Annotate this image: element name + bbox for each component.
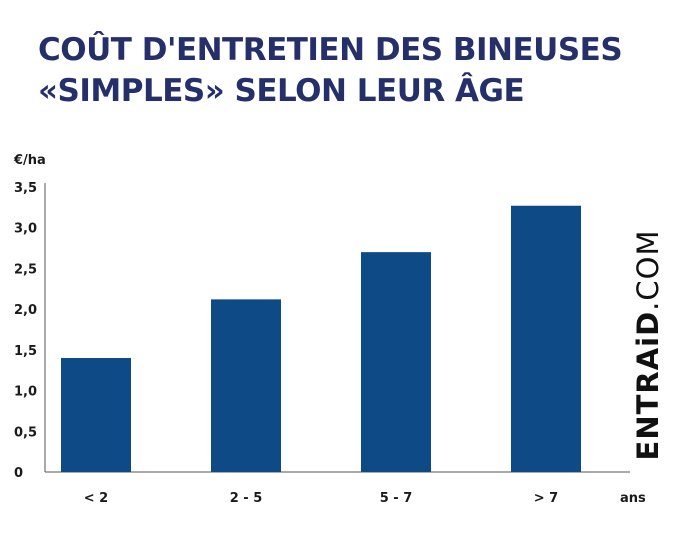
y-tick-label: 3,5: [14, 181, 37, 196]
x-tick-label: > 7: [534, 491, 558, 506]
chart-title-line-2: «SIMPLES» SELON LEUR ÂGE: [38, 73, 525, 109]
x-tick-label: < 2: [84, 491, 108, 506]
y-tick-label: 2,0: [14, 303, 37, 318]
y-tick-label: 1,5: [14, 344, 37, 359]
y-axis-unit-label: €/ha: [13, 153, 46, 168]
y-tick-label: 0,5: [14, 425, 37, 440]
watermark-brand: ENTRAiD: [631, 310, 665, 461]
y-tick-label: 3,0: [14, 222, 37, 237]
watermark-tld: .COM: [631, 229, 665, 311]
x-tick-label: 2 - 5: [230, 491, 263, 506]
chart-title-line-1: COÛT D'ENTRETIEN DES BINEUSES: [38, 32, 623, 68]
y-tick-label: 1,0: [14, 385, 37, 400]
x-axis-unit-label: ans: [620, 491, 646, 506]
bar: [361, 252, 431, 472]
chart-title: COÛT D'ENTRETIEN DES BINEUSES «SIMPLES» …: [38, 30, 658, 112]
bar: [511, 205, 581, 472]
bar: [61, 358, 131, 472]
x-tick-label: 5 - 7: [380, 491, 413, 506]
bar: [211, 299, 281, 472]
y-tick-label: 0: [14, 466, 23, 481]
y-tick-label: 2,5: [14, 262, 37, 277]
entraid-logo-watermark: ENTRAiD.COM: [631, 230, 665, 461]
